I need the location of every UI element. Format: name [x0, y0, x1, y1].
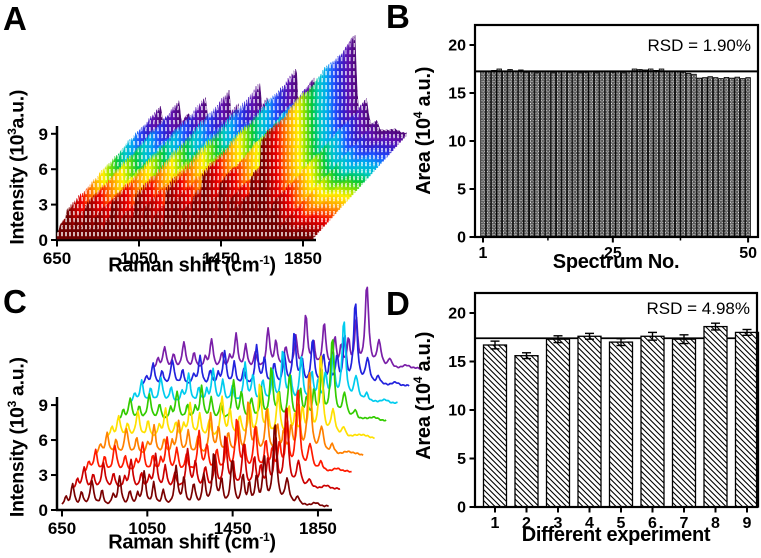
svg-text:8: 8	[711, 515, 720, 532]
panel-a-label: A	[3, 0, 27, 37]
svg-text:9: 9	[39, 125, 48, 144]
svg-text:50: 50	[739, 245, 757, 262]
svg-text:5: 5	[457, 451, 466, 468]
panel-b: 0 5 10 15 20 1 25 50 B Area (104 a.u.) Spectrum…	[378, 0, 761, 285]
svg-text:9: 9	[39, 396, 48, 415]
panel-c-label: C	[3, 283, 27, 320]
svg-text:1850: 1850	[299, 519, 337, 538]
svg-text:20: 20	[448, 38, 466, 55]
panel-d-bar-chart: 0 5 10 15 20 1 2 3 4 5 6 7 8 9	[448, 291, 760, 532]
svg-text:10: 10	[448, 134, 466, 151]
panel-c: 0 3 6 9 650 1050 1450 1850 C Intensity (103 a.u…	[0, 283, 421, 558]
svg-text:1: 1	[479, 245, 488, 262]
panel-a: 0 3 6 9 650 1050 1450 1850 A Intensity (103a.u.…	[0, 0, 407, 285]
panel-b-bar-chart: 0 5 10 15 20 1 25 50	[448, 23, 760, 262]
y-axis-label-b: Area (104 a.u.)	[411, 66, 435, 195]
svg-text:3: 3	[554, 515, 563, 532]
svg-text:15: 15	[448, 354, 466, 371]
x-axis-label-b: Spectrum No.	[552, 251, 680, 273]
svg-text:6: 6	[39, 431, 48, 450]
svg-text:0: 0	[39, 231, 48, 250]
svg-text:1050: 1050	[128, 519, 166, 538]
svg-text:9: 9	[743, 515, 752, 532]
svg-text:6: 6	[648, 515, 657, 532]
x-axis-label-d: Different experiment	[521, 524, 711, 546]
panel-b-label: B	[386, 0, 410, 35]
svg-text:0: 0	[39, 501, 48, 520]
svg-text:2: 2	[522, 515, 531, 532]
panel-c-spectra-plot: 0 3 6 9 650 1050 1450 1850	[39, 286, 421, 538]
svg-text:20: 20	[448, 306, 466, 323]
svg-text:7: 7	[680, 515, 689, 532]
svg-text:25: 25	[604, 245, 622, 262]
svg-text:4: 4	[585, 515, 594, 532]
svg-text:5: 5	[617, 515, 626, 532]
panel-d: 0 5 10 15 20 1 2 3 4 5 6 7 8 9 D Area (104 a.u.) Diff…	[378, 285, 761, 558]
svg-text:1050: 1050	[120, 249, 158, 268]
svg-text:5: 5	[457, 182, 466, 199]
y-axis-label-d: Area (104 a.u.)	[411, 331, 435, 460]
x-axis-label-c: Raman shift (cm-1)	[108, 530, 276, 554]
svg-text:650: 650	[43, 249, 71, 268]
rsd-annotation-b: RSD = 1.90%	[647, 36, 751, 55]
panel-a-waterfall-plot: 0 3 6 9 650 1050 1450 1850	[39, 35, 407, 268]
svg-text:3: 3	[39, 466, 48, 485]
svg-text:0: 0	[457, 500, 466, 517]
svg-text:1450: 1450	[214, 519, 252, 538]
svg-text:15: 15	[448, 86, 466, 103]
svg-text:6: 6	[39, 160, 48, 179]
x-axis-label-a: Raman shift (cm-1)	[108, 253, 276, 277]
svg-text:650: 650	[48, 519, 76, 538]
svg-text:10: 10	[448, 403, 466, 420]
y-axis-label-a: Intensity (103a.u.)	[5, 89, 29, 245]
rsd-annotation-d: RSD = 4.98%	[646, 299, 750, 318]
panel-d-label: D	[386, 285, 410, 322]
svg-text:1850: 1850	[284, 249, 322, 268]
svg-text:3: 3	[39, 196, 48, 215]
svg-text:1450: 1450	[202, 249, 240, 268]
svg-text:1: 1	[491, 515, 500, 532]
svg-text:0: 0	[457, 230, 466, 247]
y-axis-label-c: Intensity (103 a.u.)	[5, 357, 29, 518]
